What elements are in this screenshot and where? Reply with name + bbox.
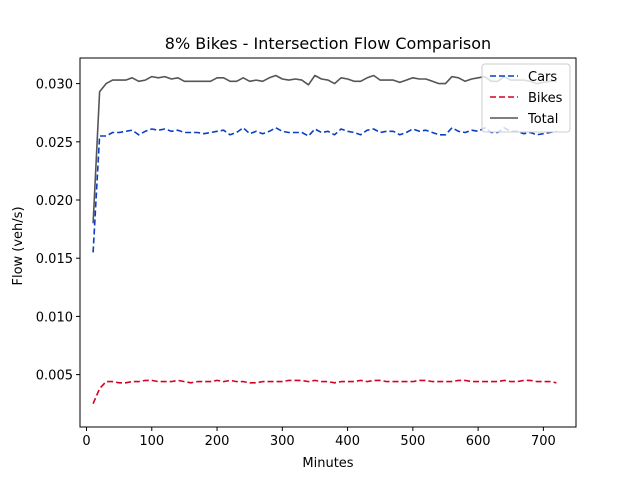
chart-title: 8% Bikes - Intersection Flow Comparison bbox=[165, 34, 491, 53]
legend-box bbox=[481, 63, 571, 133]
series-line-total bbox=[92, 74, 557, 224]
x-tick-label: 700 bbox=[531, 434, 556, 449]
axes-frame bbox=[79, 57, 577, 428]
y-axis-label: Flow (veh/s) bbox=[11, 206, 26, 285]
y-tick-label: 0.015 bbox=[36, 252, 73, 267]
x-tick-label: 200 bbox=[205, 434, 230, 449]
y-tick-label: 0.025 bbox=[36, 136, 73, 151]
legend-label-cars: Cars bbox=[528, 70, 557, 85]
y-tick-label: 0.005 bbox=[36, 369, 73, 384]
series-line-cars bbox=[92, 127, 557, 253]
x-tick-label: 400 bbox=[335, 434, 360, 449]
y-tick-label: 0.020 bbox=[36, 194, 73, 209]
series-line-bikes bbox=[92, 379, 557, 405]
series-group bbox=[92, 74, 557, 405]
x-axis-label: Minutes bbox=[302, 456, 353, 471]
y-tick-label: 0.010 bbox=[36, 310, 73, 325]
legend-label-total: Total bbox=[527, 112, 558, 127]
x-axis-ticks: 0 100 200 300 400 500 600 700 bbox=[82, 427, 556, 449]
y-tick-label: 0.030 bbox=[36, 78, 73, 93]
x-tick-label: 100 bbox=[139, 434, 164, 449]
legend-label-bikes: Bikes bbox=[528, 91, 563, 106]
y-axis-ticks: 0.005 0.010 0.015 0.020 0.025 0.030 bbox=[36, 78, 80, 384]
x-tick-label: 300 bbox=[270, 434, 295, 449]
legend: Cars Bikes Total bbox=[481, 63, 571, 133]
x-tick-label: 0 bbox=[82, 434, 90, 449]
x-tick-label: 500 bbox=[400, 434, 425, 449]
x-tick-label: 600 bbox=[466, 434, 491, 449]
